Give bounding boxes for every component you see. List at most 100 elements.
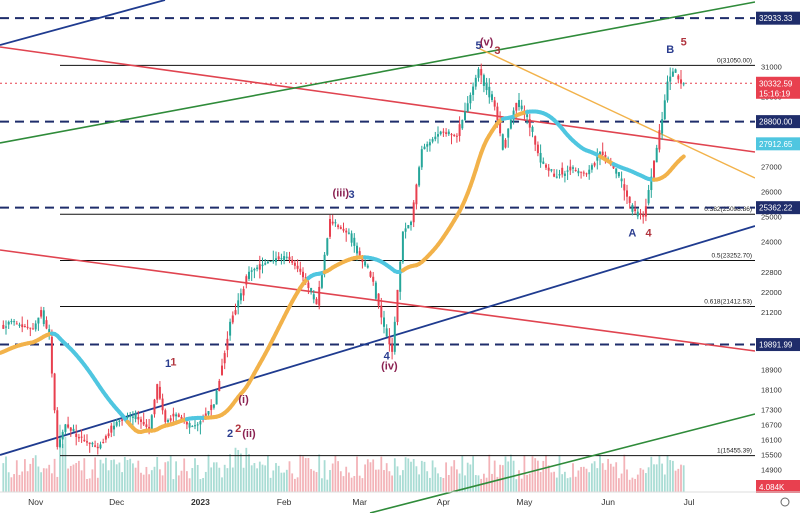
candle-body [667, 82, 669, 101]
volume-bar [40, 472, 42, 492]
time-tick: Nov [28, 497, 44, 507]
candle-body [64, 424, 66, 432]
candle-body [429, 142, 431, 145]
candle-body [5, 326, 7, 327]
candle-body [151, 415, 153, 429]
volume-bar [173, 479, 175, 492]
volume-bar [78, 461, 80, 492]
volume-bar [664, 475, 666, 492]
candle-body [13, 321, 15, 322]
volume-bar [448, 475, 450, 492]
volume-bar [424, 462, 426, 492]
volume-bar [286, 470, 288, 492]
volume-bar [572, 463, 574, 492]
candle-body [216, 391, 218, 405]
candle-body [415, 185, 417, 205]
candle-body [248, 272, 250, 279]
volume-bar [170, 456, 172, 492]
candle-body [413, 202, 415, 222]
candle-body [575, 170, 577, 171]
candle-body [318, 287, 320, 306]
candle-body [140, 419, 142, 422]
volume-bar [332, 464, 334, 492]
candle-body [383, 317, 385, 326]
volume-bar [545, 455, 547, 492]
candle-body [529, 119, 531, 128]
volume-bar [578, 470, 580, 492]
time-tick: 2023 [191, 497, 210, 507]
volume-bar [316, 472, 318, 492]
candle-body [46, 320, 48, 328]
candle-body [505, 140, 507, 148]
volume-bar [499, 465, 501, 492]
candle-body [483, 75, 485, 86]
volume-bar [48, 465, 50, 492]
volume-bar [402, 470, 404, 492]
volume-bar [240, 454, 242, 492]
candle-body [348, 233, 350, 234]
candle-body [464, 112, 466, 120]
candle-body [378, 294, 380, 306]
candle-body [278, 256, 280, 259]
candle-body [291, 260, 293, 263]
volume-bar [359, 476, 361, 492]
volume-bar [645, 473, 647, 492]
volume-bar [143, 475, 145, 492]
volume-bar [367, 459, 369, 492]
candle-body [37, 318, 39, 324]
candle-body [559, 174, 561, 175]
volume-bar [497, 477, 499, 492]
volume-bar [189, 478, 191, 492]
price-tag-label: 28800.00 [759, 118, 793, 127]
candle-body [591, 165, 593, 170]
volume-bar [610, 464, 612, 492]
volume-bar [556, 478, 558, 492]
wave-label: 5 [681, 36, 687, 48]
volume-bar [56, 477, 58, 492]
candle-body [86, 441, 88, 442]
volume-bar [175, 461, 177, 492]
volume-bar [81, 470, 83, 492]
candle-body [556, 177, 558, 178]
volume-bar [605, 470, 607, 492]
candle-body [637, 212, 639, 217]
candle-body [324, 255, 326, 272]
candle-body [453, 135, 455, 136]
volume-bar [675, 471, 677, 492]
candle-body [21, 324, 23, 327]
candle-body [329, 219, 331, 237]
candle-body [102, 442, 104, 443]
volume-bar [108, 470, 110, 492]
volume-bar [243, 468, 245, 492]
volume-bar [429, 478, 431, 492]
volume-bar [224, 465, 226, 492]
volume-bar [270, 478, 272, 492]
candle-body [656, 148, 658, 162]
candle-body [594, 163, 596, 165]
volume-bar [378, 470, 380, 492]
volume-bar [413, 459, 415, 492]
price-tag-label: 30332.59 [759, 79, 793, 88]
volume-bar [183, 459, 185, 492]
volume-bar [294, 479, 296, 492]
volume-bar [583, 467, 585, 492]
volume-bar [232, 468, 234, 492]
volume-bar [119, 463, 121, 492]
candle-body [129, 416, 131, 417]
volume-bar [92, 469, 94, 492]
volume-bar [370, 462, 372, 492]
volume-bar [148, 474, 150, 492]
volume-bar [353, 476, 355, 492]
candle-body [680, 79, 682, 83]
volume-bar [181, 471, 183, 492]
time-tick: Mar [352, 497, 367, 507]
candle-body [386, 328, 388, 336]
price-tick: 22800 [761, 268, 782, 277]
candle-body [478, 69, 480, 78]
candle-body [448, 132, 450, 135]
volume-bar [62, 444, 64, 492]
candle-body [302, 272, 304, 277]
volume-bar [632, 478, 634, 492]
volume-bar [488, 455, 490, 492]
